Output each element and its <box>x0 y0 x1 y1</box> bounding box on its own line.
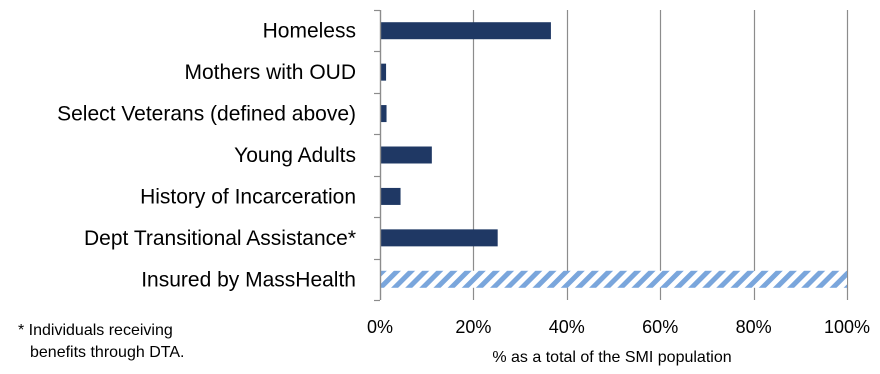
x-tick-label: 20% <box>455 317 491 337</box>
category-label: Insured by MassHealth <box>141 268 356 291</box>
bar-young-adults <box>380 146 432 164</box>
x-tick-label: 100% <box>824 317 870 337</box>
bars <box>380 22 847 288</box>
axes <box>374 9 382 302</box>
x-axis-title: % as a total of the SMI population <box>492 349 731 366</box>
bar-dept-transitional-assistance <box>380 229 498 247</box>
category-labels: Homeless Mothers with OUD Select Veterans … <box>57 20 356 292</box>
bar-history-of-incarceration <box>380 187 401 205</box>
bar-mothers-with-oud <box>380 63 387 81</box>
category-label: Homeless <box>263 20 356 43</box>
category-label: Young Adults <box>234 144 356 167</box>
category-label: Mothers with OUD <box>184 61 356 84</box>
category-label: History of Incarceration <box>140 185 356 208</box>
footnote-line-2: benefits through DTA. <box>30 344 185 361</box>
category-label: Dept Transitional Assistance* <box>84 227 356 250</box>
bar-homeless <box>380 22 551 40</box>
tick-labels: 0% 20% 40% 60% 80% 100% <box>367 317 870 337</box>
x-tick-label: 80% <box>736 317 772 337</box>
bar-insured-by-masshealth <box>380 270 847 288</box>
footnote: * Individuals receiving benefits through… <box>18 320 184 364</box>
x-tick-label: 60% <box>642 317 678 337</box>
gridlines <box>472 10 849 300</box>
x-tick-label: 0% <box>367 317 393 337</box>
category-label: Select Veterans (defined above) <box>57 103 356 126</box>
bar-select-veterans-defined-above <box>380 105 387 123</box>
footnote-line-1: * Individuals receiving <box>18 322 173 339</box>
x-tick-label: 40% <box>549 317 585 337</box>
